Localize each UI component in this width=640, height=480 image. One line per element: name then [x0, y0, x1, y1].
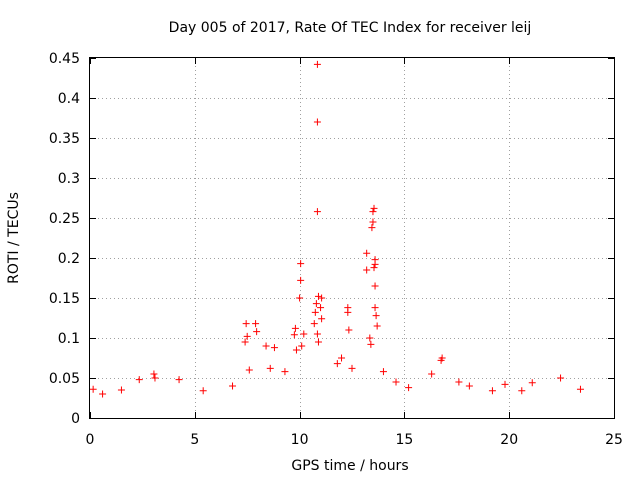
chart-title: Day 005 of 2017, Rate Of TEC Index for r…: [169, 20, 532, 36]
y-tick-label: 0.05: [49, 371, 80, 387]
data-point: [89, 385, 97, 393]
data-point: [270, 344, 278, 352]
data-point: [371, 260, 379, 268]
data-point: [314, 292, 322, 300]
data-points: [89, 60, 584, 398]
y-tick-label: 0.4: [58, 91, 80, 107]
data-point: [428, 370, 436, 378]
x-tick-label: 15: [395, 432, 413, 448]
x-tick-label: 20: [500, 432, 518, 448]
data-point: [369, 218, 377, 226]
y-tick-label: 0.15: [49, 291, 80, 307]
data-point: [262, 342, 270, 350]
y-tick-label: 0.2: [58, 251, 80, 267]
y-tick-label: 0: [71, 411, 80, 427]
x-axis-label: GPS time / hours: [291, 458, 408, 474]
data-point: [241, 338, 249, 346]
data-point: [576, 385, 584, 393]
data-point: [314, 338, 322, 346]
data-point: [501, 380, 509, 388]
data-point: [290, 331, 298, 339]
y-tick-label: 0.25: [49, 211, 80, 227]
data-point: [229, 382, 237, 390]
data-point: [150, 370, 158, 378]
data-point: [292, 346, 300, 354]
axis-ticks: [90, 58, 615, 419]
data-point: [528, 379, 536, 387]
data-point: [518, 387, 526, 395]
data-point: [363, 249, 371, 257]
data-point: [405, 384, 413, 392]
data-point: [245, 366, 253, 374]
data-point: [345, 326, 353, 334]
data-point: [310, 320, 318, 328]
data-point: [297, 276, 305, 284]
data-point: [291, 324, 299, 332]
data-point: [373, 322, 381, 330]
data-point: [312, 300, 320, 308]
data-point: [318, 294, 326, 302]
data-point: [392, 378, 400, 386]
y-axis-label: ROTI / TECUs: [6, 192, 22, 284]
data-point: [252, 320, 260, 328]
data-point: [313, 60, 321, 68]
data-point: [465, 382, 473, 390]
data-point: [370, 204, 378, 212]
y-tick-label: 0.1: [58, 331, 80, 347]
data-point: [488, 387, 496, 395]
data-point: [371, 304, 379, 312]
data-point: [348, 364, 356, 372]
data-point: [99, 390, 107, 398]
y-tick-label: 0.35: [49, 131, 80, 147]
y-tick-labels: 0 0.05 0.1 0.15 0.2 0.25 0.3 0.35 0.4 0.45: [49, 51, 80, 427]
plot-frame: [89, 57, 615, 419]
data-point: [243, 332, 251, 340]
data-point: [333, 360, 341, 368]
data-point: [297, 260, 305, 268]
data-point: [296, 294, 304, 302]
data-point: [300, 330, 308, 338]
x-tick-labels: 0 5 10 15 20 25: [86, 432, 623, 448]
x-tick-label: 25: [605, 432, 623, 448]
data-point: [338, 354, 346, 362]
data-point: [437, 356, 445, 364]
data-point: [318, 315, 326, 323]
data-point: [363, 266, 371, 274]
data-point: [379, 368, 387, 376]
data-point: [367, 340, 375, 348]
x-tick-label: 5: [190, 432, 199, 448]
data-point: [313, 118, 321, 126]
data-point: [266, 364, 274, 372]
data-point: [175, 376, 183, 384]
data-point: [313, 330, 321, 338]
y-tick-label: 0.3: [58, 171, 80, 187]
data-point: [117, 386, 125, 394]
data-point: [151, 374, 159, 382]
x-tick-label: 0: [86, 432, 95, 448]
data-point: [344, 308, 352, 316]
x-tick-label: 10: [291, 432, 309, 448]
data-point: [369, 208, 377, 216]
grid-lines: [90, 58, 614, 418]
data-point: [298, 342, 306, 350]
data-point: [242, 320, 250, 328]
data-point: [371, 282, 379, 290]
data-point: [281, 368, 289, 376]
data-point: [455, 378, 463, 386]
data-point: [366, 334, 374, 342]
data-point: [557, 374, 565, 382]
data-point: [311, 308, 319, 316]
data-point: [135, 376, 143, 384]
y-tick-label: 0.45: [49, 51, 80, 67]
data-point: [253, 328, 261, 336]
data-point: [368, 224, 376, 232]
data-point: [199, 387, 207, 395]
data-point: [313, 208, 321, 216]
data-point: [372, 312, 380, 320]
data-point: [317, 304, 325, 312]
data-point: [370, 264, 378, 272]
